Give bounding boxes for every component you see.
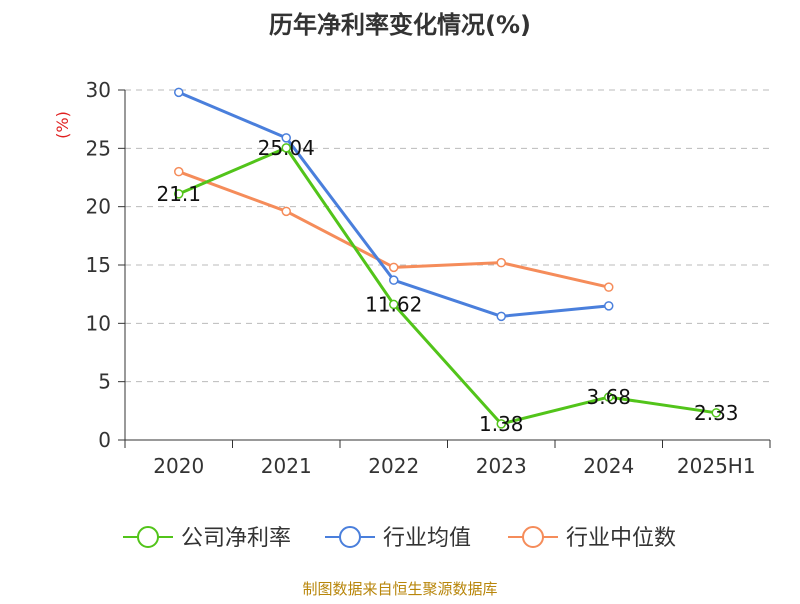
legend-marker-1 [339,526,361,548]
data-point [496,419,506,429]
data-point [389,299,399,310]
data-label: 11.62 [365,292,422,316]
data-point [281,143,291,153]
legend-marker-2 [522,526,544,548]
data-label: 21.1 [156,182,201,206]
data-point [389,275,399,285]
y-tick-label: 5 [98,370,111,394]
x-tick-label: 2021 [261,454,312,478]
data-point [281,133,291,143]
data-label: 2.33 [694,401,739,425]
y-tick-label: 0 [98,428,111,452]
x-tick-label: 2025H1 [677,454,756,478]
data-point [174,87,184,98]
y-axis-unit: (%) [53,111,72,139]
x-tick-label: 2020 [153,454,204,478]
x-tick-label: 2024 [583,454,634,478]
data-point [604,392,614,402]
legend-marker-0 [137,526,159,548]
data-point [496,311,506,322]
data-label: 3.68 [586,385,631,409]
y-tick-label: 20 [86,195,111,219]
x-tick-label: 2022 [368,454,419,478]
y-tick-label: 30 [86,78,111,102]
data-point [604,301,614,311]
data-point [174,189,184,199]
data-label: 1.38 [479,412,524,436]
y-tick-label: 10 [86,311,111,335]
series-line-0 [177,146,718,426]
data-point [281,206,291,217]
legend-label-1: 行业均值 [383,526,471,551]
legend-label-0: 公司净利率 [181,526,291,551]
source-note: 制图数据来自恒生聚源数据库 [302,580,497,598]
legend-label-2: 行业中位数 [566,526,676,551]
data-labels: 21.1 25.04 11.62 1.38 3.68 2.33 [156,136,738,436]
chart-title: 历年净利率变化情况(%) [269,11,531,39]
data-point [604,282,614,292]
data-point [496,257,506,268]
data-point [174,166,184,177]
series [174,87,721,429]
axes: 0 5 10 15 20 25 30 2020 2021 2022 2023 2024 2025H1 [86,78,771,478]
legend: 公司净利率 行业均值 行业中位数 [123,526,676,551]
y-tick-label: 15 [86,253,111,277]
grid-lines [125,89,770,383]
y-tick-label: 25 [86,136,111,160]
data-point [389,262,399,273]
x-tick-label: 2023 [476,454,527,478]
data-label: 25.04 [258,136,315,160]
data-point [711,408,721,418]
